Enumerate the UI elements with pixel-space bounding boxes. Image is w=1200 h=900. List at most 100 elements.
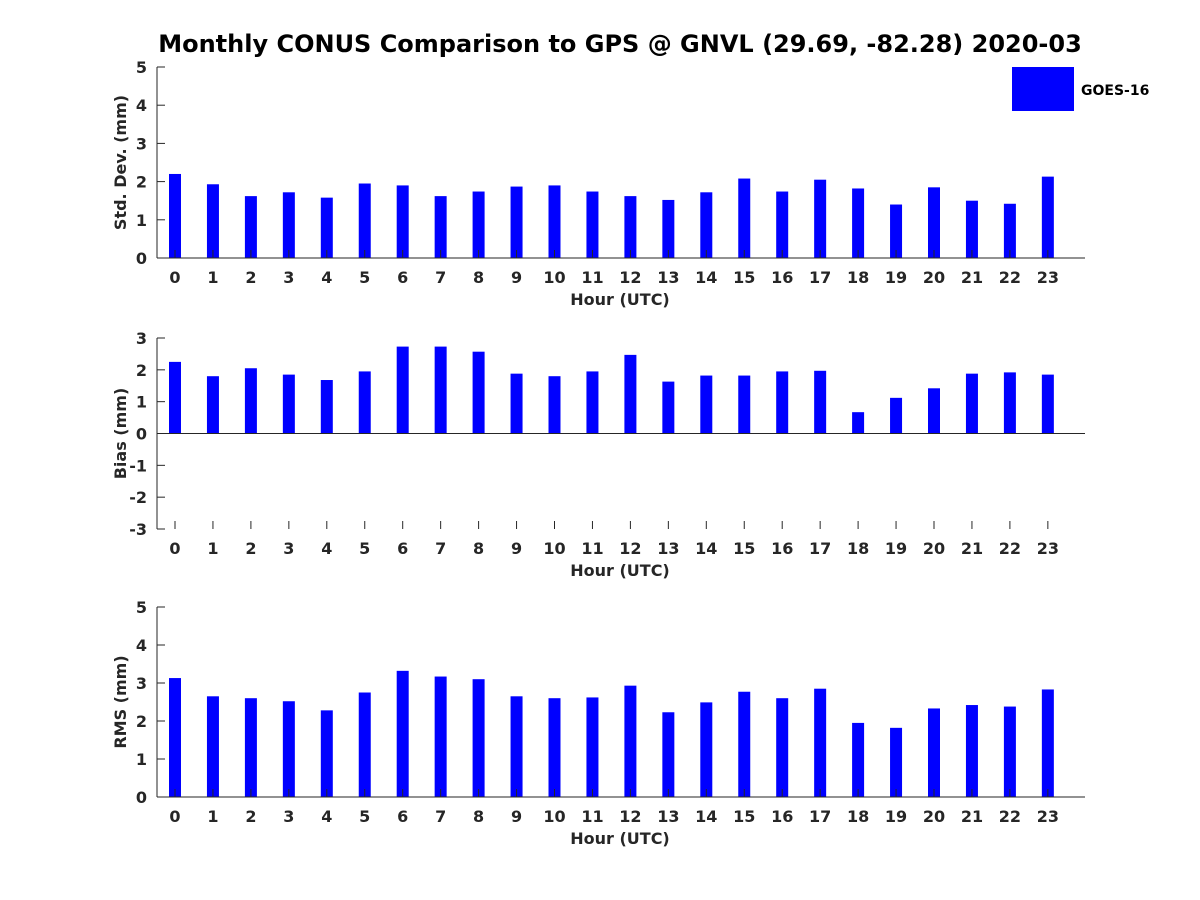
x-tick-label: 5 (359, 268, 370, 287)
x-tick-label: 19 (885, 268, 907, 287)
bar-hour-6 (396, 185, 409, 258)
x-tick-label: 19 (885, 539, 907, 558)
x-tick-label: 2 (245, 539, 256, 558)
x-tick-label: 20 (923, 539, 945, 558)
x-tick-label: 20 (923, 268, 945, 287)
bar-hour-10 (548, 698, 561, 797)
x-tick-label: 9 (511, 807, 522, 826)
x-tick-label: 4 (321, 807, 332, 826)
bar-hour-9 (510, 186, 523, 258)
legend-swatch (1012, 67, 1074, 111)
bar-hour-1 (206, 184, 219, 258)
bar-hour-21 (965, 200, 978, 258)
x-tick-label: 2 (245, 807, 256, 826)
x-tick-label: 0 (169, 539, 180, 558)
y-tick-label: 4 (136, 96, 147, 115)
bar-hour-8 (472, 191, 485, 258)
bar-hour-5 (358, 692, 371, 797)
bar-hour-14 (700, 375, 713, 434)
x-tick-label: 6 (397, 539, 408, 558)
bar-hour-22 (1003, 372, 1016, 434)
x-tick-label: 21 (961, 268, 983, 287)
legend: GOES-16 (1012, 67, 1149, 111)
bar-hour-16 (776, 191, 789, 258)
x-tick-label: 22 (999, 807, 1021, 826)
bar-hour-6 (396, 346, 409, 434)
bar-hour-21 (965, 373, 978, 434)
y-tick-label: 2 (136, 173, 147, 192)
y-tick-label: 3 (136, 674, 147, 693)
x-tick-label: 20 (923, 807, 945, 826)
bar-hour-23 (1041, 689, 1054, 797)
y-tick-label: 3 (136, 329, 147, 348)
x-tick-label: 13 (657, 807, 679, 826)
x-tick-label: 12 (619, 268, 641, 287)
bar-hour-4 (320, 380, 333, 434)
x-tick-label: 22 (999, 539, 1021, 558)
y-tick-label: 5 (136, 598, 147, 617)
bar-hour-17 (814, 179, 827, 258)
bar-hour-17 (814, 370, 827, 434)
x-tick-label: 6 (397, 807, 408, 826)
bar-hour-11 (586, 191, 599, 258)
bar-hour-14 (700, 192, 713, 258)
x-tick-label: 1 (207, 268, 218, 287)
y-axis-label: RMS (mm) (111, 655, 130, 748)
x-axis-label: Hour (UTC) (570, 290, 670, 309)
x-tick-label: 21 (961, 539, 983, 558)
bar-hour-7 (434, 676, 447, 797)
bar-hour-12 (624, 354, 637, 434)
x-tick-label: 18 (847, 268, 869, 287)
x-tick-label: 15 (733, 539, 755, 558)
x-tick-label: 18 (847, 539, 869, 558)
x-tick-label: 0 (169, 268, 180, 287)
legend-label: GOES-16 (1081, 83, 1149, 99)
x-tick-label: 23 (1037, 807, 1059, 826)
x-tick-label: 7 (435, 268, 446, 287)
x-tick-label: 11 (581, 268, 603, 287)
bar-hour-9 (510, 696, 523, 797)
x-tick-label: 9 (511, 539, 522, 558)
x-tick-label: 18 (847, 807, 869, 826)
x-tick-label: 14 (695, 268, 717, 287)
bar-hour-11 (586, 371, 599, 434)
x-tick-label: 19 (885, 807, 907, 826)
x-tick-label: 16 (771, 539, 793, 558)
bar-hour-18 (852, 722, 865, 797)
x-tick-label: 21 (961, 807, 983, 826)
y-tick-label: 0 (136, 425, 147, 444)
x-tick-label: 5 (359, 539, 370, 558)
chart-title: Monthly CONUS Comparison to GPS @ GNVL (… (158, 30, 1082, 58)
x-tick-label: 4 (321, 268, 332, 287)
x-tick-label: 5 (359, 807, 370, 826)
y-axis-label: Bias (mm) (111, 388, 130, 480)
bar-hour-18 (852, 188, 865, 258)
bar-hour-18 (852, 412, 865, 434)
x-tick-label: 4 (321, 539, 332, 558)
y-tick-label: 4 (136, 636, 147, 655)
bar-hour-23 (1041, 176, 1054, 258)
bar-hour-19 (890, 397, 903, 434)
y-tick-label: 1 (136, 750, 147, 769)
bar-hour-0 (169, 173, 181, 258)
bar-hour-20 (928, 388, 940, 434)
x-tick-label: 6 (397, 268, 408, 287)
bar-hour-0 (169, 361, 181, 434)
bar-hour-1 (206, 696, 219, 797)
x-tick-label: 15 (733, 807, 755, 826)
y-axis-label: Std. Dev. (mm) (111, 95, 130, 230)
y-tick-label: 2 (136, 361, 147, 380)
bar-hour-15 (738, 178, 751, 258)
y-tick-label: 1 (136, 393, 147, 412)
x-tick-label: 10 (543, 268, 565, 287)
bar-hour-5 (358, 183, 371, 258)
x-tick-label: 13 (657, 539, 679, 558)
bar-hour-20 (928, 187, 940, 258)
x-tick-label: 1 (207, 807, 218, 826)
y-tick-label: 0 (136, 249, 147, 268)
bar-hour-2 (244, 698, 257, 797)
y-tick-label: -2 (129, 488, 147, 507)
